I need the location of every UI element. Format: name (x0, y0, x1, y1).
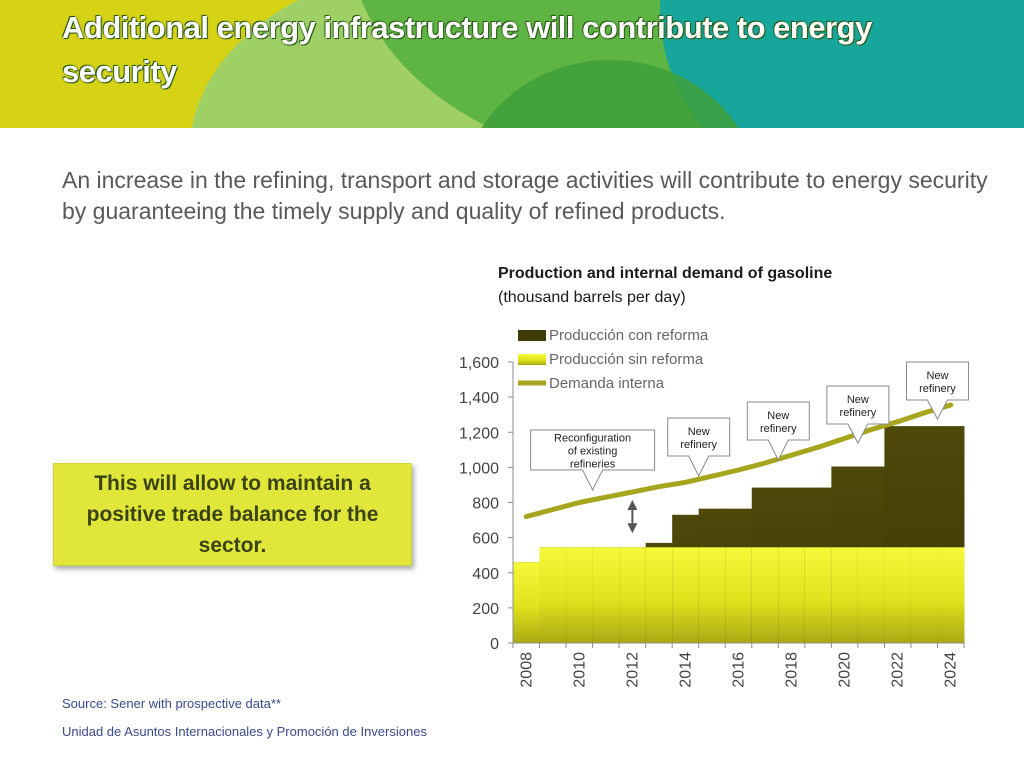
source-note: Source: Sener with prospective data** (62, 696, 281, 711)
chart-title-sub: (thousand barrels per day) (498, 289, 686, 306)
area-segment-sin-reforma (831, 547, 859, 643)
header-background (0, 0, 1024, 128)
annotation-text: Reconfiguration (554, 433, 631, 445)
annotation-text: New (847, 394, 869, 406)
page-title: Additional energy infrastructure will co… (62, 10, 872, 89)
gap-arrow-head-up (627, 499, 638, 510)
x-tick-label: 2020 (837, 652, 854, 688)
y-tick-label: 1,600 (459, 355, 499, 372)
area-segment-sin-reforma (539, 547, 567, 643)
area-segment-sin-reforma (857, 547, 885, 643)
y-tick-label: 400 (472, 566, 499, 583)
area-segment-sin-reforma (645, 547, 673, 643)
area-segment-sin-reforma (725, 547, 753, 643)
annotation-text: of existing (568, 446, 618, 458)
x-tick-label: 2010 (571, 652, 588, 688)
chart-title: Production and internal demand of gasoli… (498, 262, 998, 310)
gap-arrow-head-down (627, 523, 638, 534)
intro-text: An increase in the refining, transport a… (62, 167, 988, 224)
annotation-text: New (767, 410, 789, 422)
area-segment-sin-reforma (884, 547, 912, 643)
x-tick-label: 2022 (890, 652, 907, 688)
annotation-text: refinery (840, 407, 877, 419)
y-tick-label: 1,000 (459, 460, 499, 477)
gasoline-chart: 0 200 400 600 800 1,000 1,200 1,400 1,600 2008 201… (459, 327, 969, 688)
area-segment-sin-reforma (566, 547, 594, 643)
area-segment-sin-reforma (513, 562, 541, 643)
legend-label: Demanda interna (549, 375, 665, 392)
x-tick-label: 2016 (731, 652, 748, 688)
y-tick-label: 0 (490, 636, 499, 653)
annotation-text: refinery (760, 423, 797, 435)
y-tick-label: 1,200 (459, 425, 499, 442)
annotation-text: New (926, 370, 948, 382)
area-segment-sin-reforma (778, 547, 806, 643)
chart-title-main: Production and internal demand of gasoli… (498, 265, 833, 282)
annotation-callout (905, 361, 969, 421)
area-segment-sin-reforma (910, 547, 938, 643)
organization-footer: Unidad de Asuntos Internacionales y Prom… (62, 724, 427, 739)
header-banner: Additional energy infrastructure will co… (0, 0, 1024, 128)
annotation-callout (667, 417, 731, 478)
y-tick-label: 600 (472, 531, 499, 548)
legend-label: Producción con reforma (549, 327, 709, 344)
area-segment-sin-reforma (672, 547, 700, 643)
x-tick-label: 2018 (784, 652, 801, 688)
legend-swatch (518, 330, 546, 341)
annotation-text: refinery (680, 439, 717, 451)
annotation-callout (826, 385, 890, 445)
annotation-callout (746, 401, 810, 462)
demand-line (523, 402, 954, 520)
x-tick-label: 2012 (624, 652, 641, 688)
y-tick-label: 1,400 (459, 390, 499, 407)
annotation-text: New (688, 426, 710, 438)
x-tick-label: 2008 (518, 652, 535, 688)
area-segment-sin-reforma (751, 547, 779, 643)
y-tick-label: 200 (472, 601, 499, 618)
area-segment-sin-reforma (592, 547, 620, 643)
area-segment-sin-reforma (698, 547, 726, 643)
annotation-text: refinery (919, 383, 956, 395)
area-segment-sin-reforma (619, 547, 647, 643)
legend-label: Producción sin reforma (549, 351, 704, 368)
y-tick-label: 800 (472, 496, 499, 513)
annotation-callout (530, 429, 656, 492)
area-segment-sin-reforma (937, 547, 965, 643)
annotation-text: refineries (570, 459, 616, 471)
x-tick-label: 2014 (677, 652, 694, 688)
callout-text: This will allow to maintain a positive t… (86, 472, 379, 557)
area-segment-sin-reforma (804, 547, 832, 643)
callout-box: This will allow to maintain a positive t… (53, 463, 412, 566)
legend-swatch (518, 354, 546, 365)
x-tick-label: 2024 (943, 652, 960, 688)
